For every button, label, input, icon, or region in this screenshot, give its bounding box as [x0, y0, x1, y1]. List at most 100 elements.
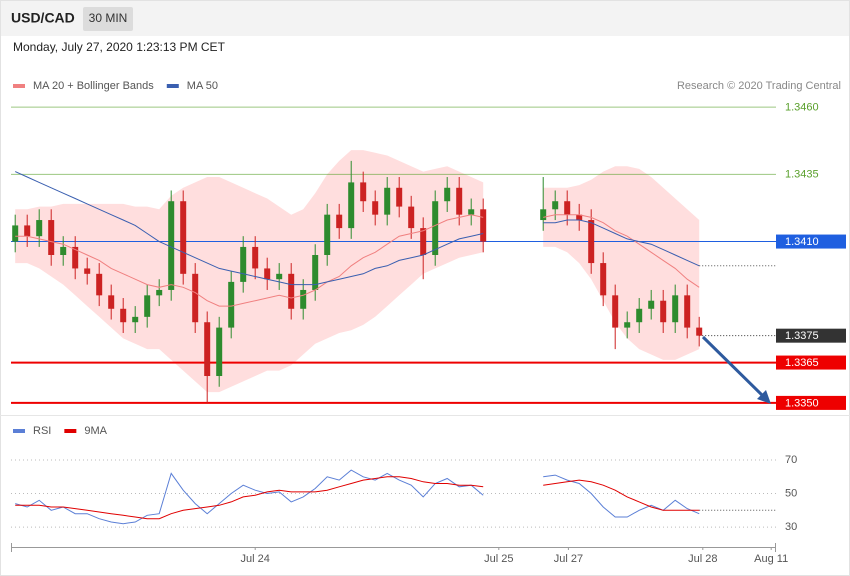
price-label-box: [776, 328, 846, 343]
candle-body: [60, 246, 67, 255]
x-tick-label: Jul 27: [554, 553, 583, 565]
source-note: Research © 2020 Trading Central: [677, 80, 841, 92]
candle-body: [180, 201, 187, 274]
candle-body: [120, 308, 127, 323]
interval[interactable]: 30 MIN: [89, 11, 128, 25]
legend-swatch: [64, 429, 77, 433]
candle-body: [216, 327, 223, 377]
candle-body: [684, 295, 691, 328]
candle-body: [24, 225, 31, 237]
candle-body: [636, 308, 643, 323]
candle-body: [468, 209, 475, 215]
y-tick-label: 50: [785, 487, 797, 499]
candle-body: [12, 225, 19, 242]
legend-label: 9MA: [84, 425, 107, 437]
candle-body: [324, 214, 331, 255]
candle-body: [204, 322, 211, 377]
x-tick-label: Aug 11: [754, 553, 788, 565]
legend-swatch: [166, 84, 179, 88]
candle-body: [168, 201, 175, 290]
candle-body: [96, 273, 103, 296]
candle-body: [480, 209, 487, 242]
legend-swatch: [13, 429, 25, 433]
price-label: 1.3365: [785, 357, 819, 369]
candle-body: [312, 255, 319, 290]
candle-body: [348, 182, 355, 229]
indicator-line: [543, 479, 700, 511]
forecast-arrow: [701, 335, 771, 404]
symbol: USD/CAD: [11, 10, 75, 26]
candle-body: [288, 273, 295, 309]
candle-body: [624, 322, 631, 328]
candle-body: [384, 187, 391, 215]
candle-body: [228, 281, 235, 328]
candle-body: [552, 201, 559, 210]
legend-label: MA 20 + Bollinger Bands: [33, 80, 154, 92]
candle-body: [276, 273, 283, 280]
candle-body: [612, 295, 619, 328]
y-tick-label: 70: [785, 454, 797, 466]
candle-body: [108, 295, 115, 309]
arrow-shaft: [701, 335, 765, 398]
candle-body: [132, 316, 139, 323]
candle-body: [48, 220, 55, 255]
candle-body: [336, 214, 343, 229]
candle-body: [72, 246, 79, 269]
indicator-line: [543, 474, 700, 518]
price-label-box: [776, 355, 846, 370]
legend-label: MA 50: [187, 80, 218, 92]
candle-body: [36, 220, 43, 237]
candle-body: [576, 214, 583, 221]
candle-body: [696, 327, 703, 336]
candle-body: [660, 300, 667, 323]
ma-line: [14, 171, 484, 286]
candle-body: [420, 228, 427, 255]
candle-body: [84, 268, 91, 274]
candle-body: [192, 273, 199, 323]
candle-body: [240, 246, 247, 282]
candle-body: [588, 220, 595, 264]
candle-body: [432, 201, 439, 255]
candle-body: [360, 182, 367, 202]
legend-label: RSI: [33, 425, 51, 437]
price-label-box: [776, 395, 846, 410]
ma-line: [543, 219, 700, 267]
arrow-head: [757, 390, 771, 404]
price-label-box: [776, 234, 846, 249]
candle-body: [672, 295, 679, 323]
candle-body: [156, 289, 163, 296]
candle-body: [300, 289, 307, 309]
x-tick-label: Jul 28: [688, 553, 717, 565]
timestamp: Monday, July 27, 2020 1:23:13 PM CET: [13, 40, 226, 54]
indicator-line: [15, 469, 484, 525]
candle-body: [264, 268, 271, 280]
candle-body: [456, 187, 463, 215]
candle-body: [540, 209, 547, 221]
price-label: 1.3410: [785, 236, 819, 248]
candle-body: [372, 201, 379, 215]
candle-body: [408, 206, 415, 229]
bollinger-band: [15, 150, 484, 393]
candle-body: [252, 246, 259, 269]
price-label: 1.3460: [785, 102, 819, 114]
candle-body: [396, 187, 403, 207]
x-tick-label: Jul 25: [484, 553, 513, 565]
header-bar: [1, 1, 849, 36]
y-tick-label: 30: [785, 521, 797, 533]
plots: 1.3460 1.3435 1.3410 1.3375 1.3365 1.3350 MA 2…: [11, 80, 846, 565]
ma-line: [15, 214, 484, 307]
candle-body: [600, 263, 607, 296]
ma-line: [543, 214, 700, 288]
candle-body: [648, 300, 655, 309]
price-label: 1.3435: [785, 169, 819, 181]
candle-body: [144, 295, 151, 317]
interval-chip[interactable]: [83, 7, 133, 31]
candle-body: [444, 187, 451, 202]
price-label: 1.3375: [785, 330, 819, 342]
candle-body: [564, 201, 571, 215]
x-tick-label: Jul 24: [241, 553, 270, 565]
indicator-line: [15, 476, 484, 520]
price-label: 1.3350: [785, 397, 819, 409]
